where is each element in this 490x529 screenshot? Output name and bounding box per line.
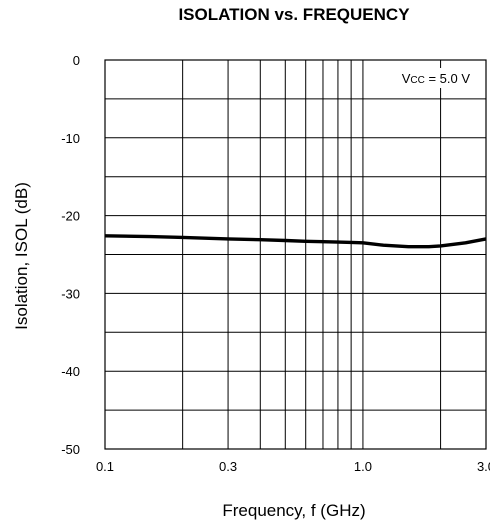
y-tick-label: -10 xyxy=(61,131,80,146)
chart-title: ISOLATION vs. FREQUENCY xyxy=(178,5,410,24)
y-axis-label: Isolation, ISOL (dB) xyxy=(12,182,31,330)
x-tick-label: 0.1 xyxy=(96,459,114,474)
series-group xyxy=(104,234,487,249)
x-tick-labels: 0.1 0.3 1.0 3.0 xyxy=(96,459,490,474)
y-tick-label: -40 xyxy=(61,364,80,379)
grid-lines xyxy=(105,60,486,449)
y-tick-label: -20 xyxy=(61,209,80,224)
x-tick-label: 0.3 xyxy=(219,459,237,474)
x-tick-label: 3.0 xyxy=(477,459,490,474)
vcc-annotation-box xyxy=(384,68,480,88)
plot-frame xyxy=(104,59,487,450)
vcc-annotation: VCC = 5.0 V xyxy=(402,71,471,86)
x-tick-label: 1.0 xyxy=(354,459,372,474)
y-tick-labels: 0 -10 -20 -30 -40 -50 xyxy=(61,53,80,457)
vcc-annotation-v: V xyxy=(402,71,411,86)
y-tick-label: 0 xyxy=(73,53,80,68)
y-tick-label: -30 xyxy=(61,286,80,301)
y-tick-label: -50 xyxy=(61,442,80,457)
vcc-annotation-rest: = 5.0 V xyxy=(425,71,470,86)
x-axis-label: Frequency, f (GHz) xyxy=(222,501,365,520)
isolation-series-line xyxy=(104,234,487,249)
vcc-annotation-sub: CC xyxy=(410,75,424,86)
